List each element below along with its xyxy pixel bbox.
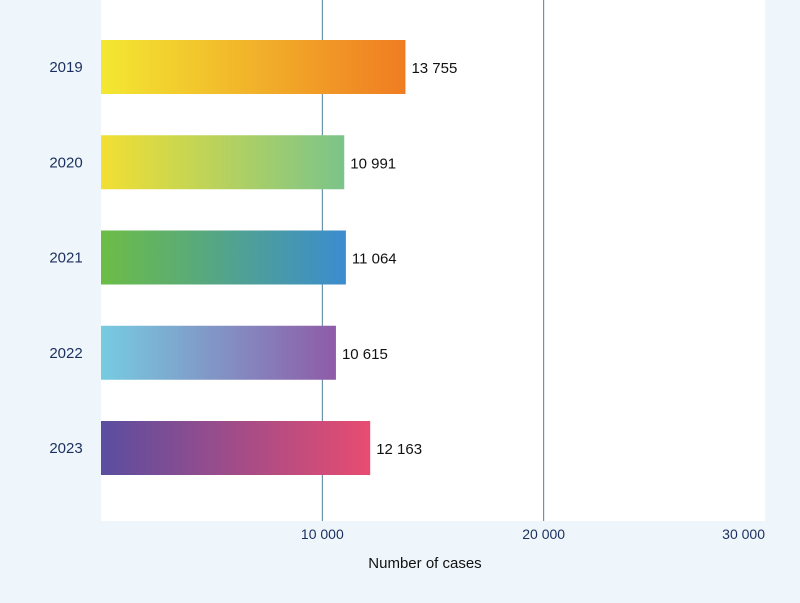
data-label: 12 163	[376, 441, 422, 458]
bar-2019	[101, 40, 406, 94]
x-axis-title: Number of cases	[368, 555, 481, 572]
category-label: 2019	[49, 59, 82, 76]
data-label: 10 991	[350, 155, 396, 172]
category-label: 2023	[49, 440, 82, 457]
labels: 10 000 20 000 30 000 2019 13 755 2020 10 991 20…	[49, 59, 765, 542]
x-tick-label: 10 000	[301, 526, 344, 542]
x-tick-label: 20 000	[522, 526, 565, 542]
data-label: 10 615	[342, 346, 388, 363]
bar-2023	[101, 421, 371, 475]
data-label: 11 064	[352, 251, 397, 268]
bar-2022	[101, 325, 336, 380]
bar-2020	[101, 135, 345, 190]
bar-2021	[101, 230, 346, 285]
bars	[101, 40, 406, 475]
category-label: 2022	[49, 345, 82, 362]
category-label: 2020	[49, 154, 82, 171]
data-label: 13 755	[411, 60, 457, 77]
category-label: 2021	[49, 250, 82, 267]
x-tick-label: 30 000	[722, 526, 765, 542]
